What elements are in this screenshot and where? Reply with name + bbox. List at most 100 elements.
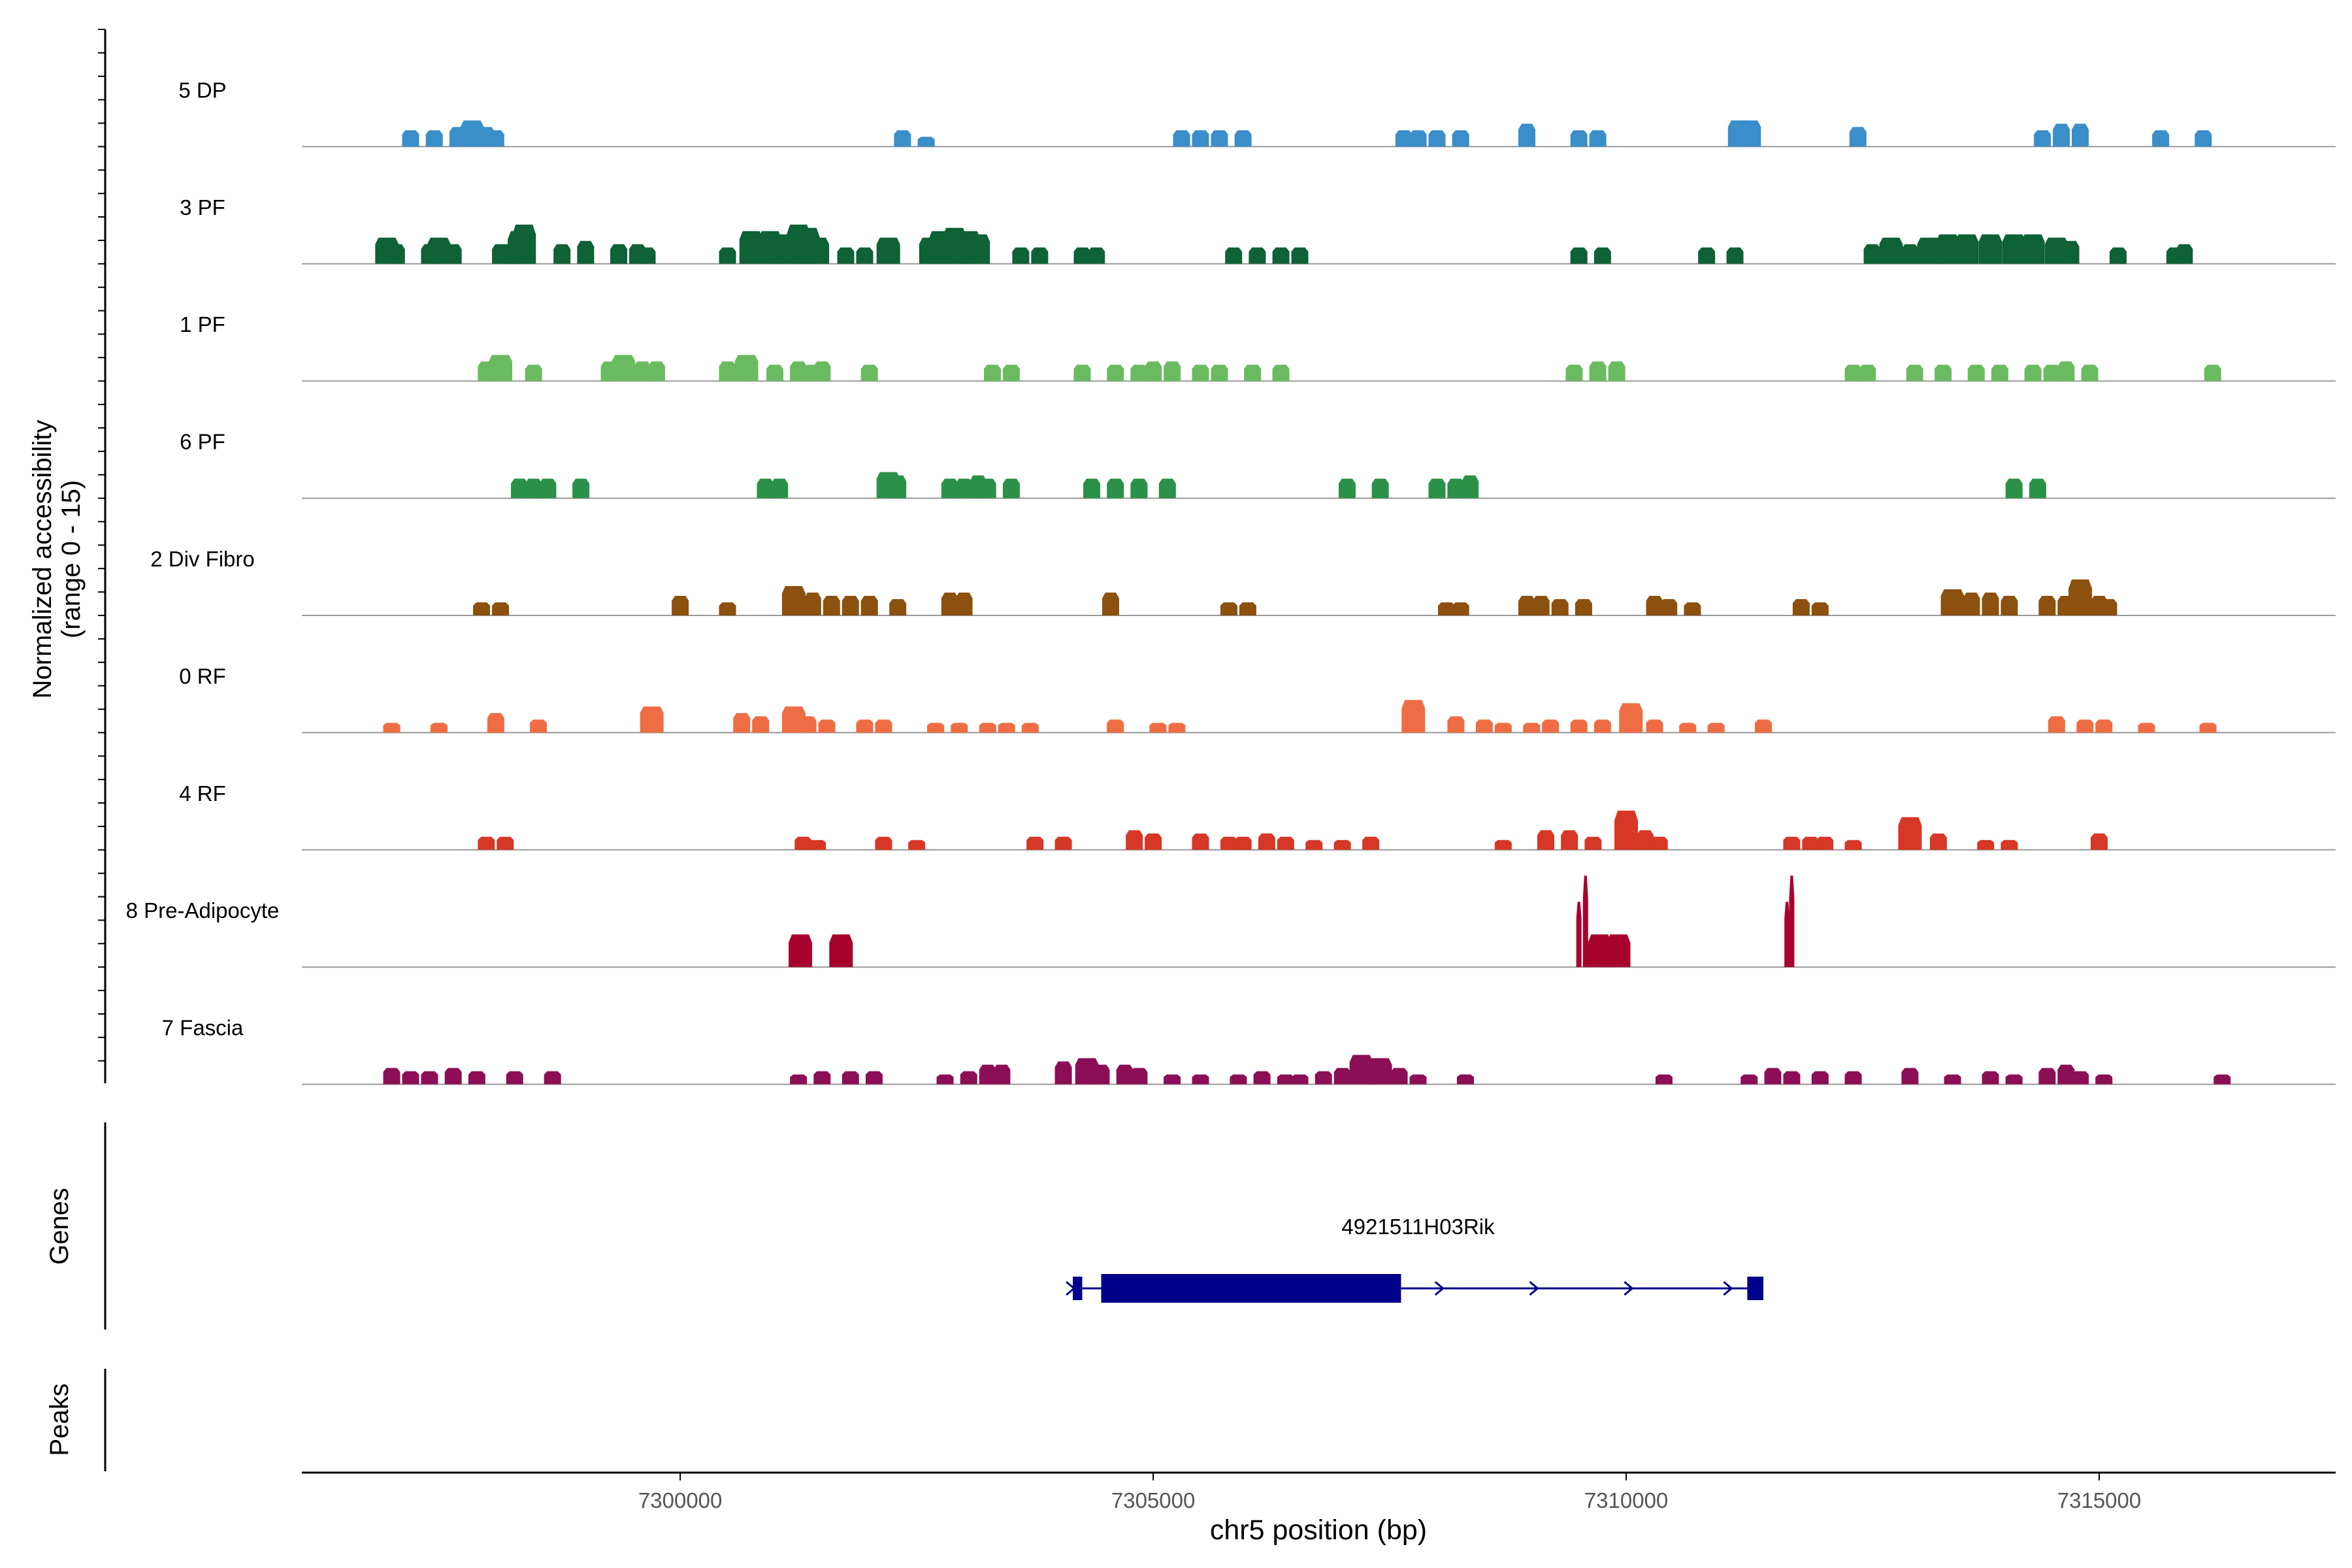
peak-6-pf (941, 478, 958, 498)
peak-2-div-fibro (889, 599, 907, 615)
peak-5-dp (1234, 130, 1252, 147)
peak-5-dp (2072, 123, 2089, 147)
peak-0-rf (1401, 700, 1426, 733)
peak-7-fascia (1054, 1061, 1072, 1085)
track-label-3-pf: 3 PF (180, 195, 225, 220)
peak-4-rf (1614, 810, 1639, 850)
peak-7-fascia (421, 1071, 438, 1085)
peak-4-rf (1192, 833, 1209, 850)
peak-5-dp (487, 130, 504, 147)
peak-6-pf (1447, 478, 1465, 498)
peak-4-rf (1494, 840, 1512, 850)
peak-5-dp (1409, 130, 1427, 147)
peak-0-rf (1619, 703, 1643, 733)
peak-0-rf (1542, 719, 1560, 733)
strand-arrow-icon (1624, 1281, 1634, 1296)
peak-6-pf (1083, 478, 1101, 498)
peak-4-rf (1145, 833, 1162, 850)
peak-4-rf (478, 836, 495, 850)
peak-1-pf (647, 361, 665, 382)
peak-4-rf (794, 836, 812, 850)
peak-0-rf (2048, 716, 2065, 733)
peak-0-rf (1755, 719, 1772, 733)
peak-7-fascia (2213, 1074, 2231, 1085)
strand-arrow-icon (1529, 1281, 1539, 1296)
peak-2-div-fibro (492, 602, 510, 615)
peak-1-pf (1859, 365, 1876, 382)
peak-0-rf (529, 719, 547, 733)
peak-7-fascia (2072, 1071, 2089, 1085)
peaks-track-label: Peaks (45, 1383, 74, 1456)
peak-0-rf (2076, 719, 2094, 733)
peak-4-rf (497, 836, 514, 850)
peak-5-dp (1589, 130, 1607, 147)
peak-0-rf (2199, 723, 2217, 733)
peak-1-pf (1211, 365, 1228, 382)
peak-4-rf (1537, 830, 1554, 850)
peak-3-pf (1249, 247, 1266, 264)
peak-7-fascia (1291, 1074, 1309, 1085)
peak-6-pf (955, 478, 973, 498)
peak-3-pf (1593, 247, 1611, 264)
peak-1-pf (766, 365, 783, 382)
peak-7-fascia (2038, 1068, 2056, 1085)
peak-4-rf (1333, 840, 1351, 850)
peak-7-fascia (402, 1071, 419, 1085)
peak-4-rf (1054, 836, 1072, 850)
strand-arrow-icon (1235, 1281, 1247, 1296)
peak-4-rf (1802, 836, 1820, 850)
peak-4-rf (1258, 833, 1275, 850)
peak-7-fascia (1315, 1071, 1332, 1085)
peak-3-pf (553, 244, 571, 264)
peak-4-rf (2001, 840, 2018, 850)
peak-3-pf (1698, 247, 1716, 264)
peak-7-fascia (1944, 1074, 1961, 1085)
peak-7-fascia (979, 1064, 996, 1085)
peak-1-pf (860, 365, 878, 382)
peak-4-rf (1844, 840, 1862, 850)
peak-6-pf (1130, 478, 1148, 498)
peak-1-pf (719, 361, 736, 382)
peak-3-pf (2109, 247, 2127, 264)
peak-7-fascia (544, 1071, 561, 1085)
peak-3-pf (2002, 234, 2026, 264)
peak-6-pf (1462, 475, 1479, 498)
peak-7-fascia (1116, 1064, 1134, 1085)
peak-3-pf (577, 240, 595, 264)
track-label-4-rf: 4 RF (179, 781, 226, 806)
peak-3-pf (1936, 234, 1960, 264)
peak-5-dp (1518, 123, 1536, 147)
peak-4-rf (1898, 817, 1922, 850)
peak-0-rf (979, 723, 996, 733)
peak-3-pf (856, 247, 874, 264)
peak-1-pf (1565, 365, 1583, 382)
peak-2-div-fibro (2068, 580, 2093, 615)
y-axis-label-line2: (range 0 - 15) (57, 480, 86, 638)
peak-0-rf (430, 723, 448, 733)
peak-2-div-fibro (1220, 602, 1237, 615)
peak-3-pf (2021, 234, 2045, 264)
peak-1-pf (1272, 365, 1290, 382)
peak-6-pf (511, 478, 529, 498)
peak-1-pf (1967, 365, 1985, 382)
exon (1073, 1277, 1083, 1300)
peak-7-fascia (1655, 1074, 1673, 1085)
strand-arrow-icon (1723, 1281, 1733, 1296)
track-label-5-dp: 5 DP (178, 78, 226, 102)
peak-0-rf (875, 719, 892, 733)
peak-2-div-fibro (841, 596, 859, 615)
peak-5-dp (1395, 130, 1413, 147)
peak-8-pre-adipocyte (789, 934, 813, 968)
peak-0-rf (1679, 723, 1697, 733)
peak-1-pf (525, 365, 542, 382)
peak-1-pf (790, 361, 808, 382)
peak-8-pre-adipocyte (1789, 875, 1795, 968)
peak-7-fascia (960, 1071, 977, 1085)
peak-2-div-fibro (1452, 602, 1469, 615)
peak-2-div-fibro (1518, 596, 1536, 615)
exon (1101, 1274, 1401, 1303)
peak-7-fascia (1130, 1068, 1148, 1085)
peak-0-rf (1447, 716, 1465, 733)
peak-4-rf (1362, 836, 1380, 850)
peak-3-pf (2062, 240, 2080, 264)
